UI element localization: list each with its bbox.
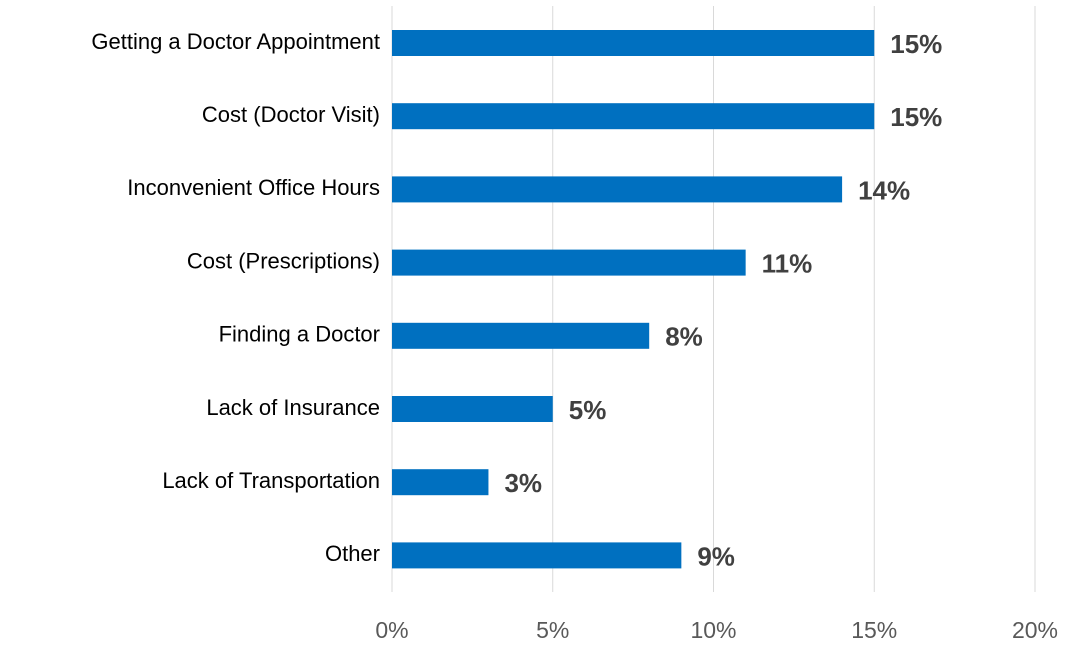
y-tick-label: Finding a Doctor xyxy=(219,322,380,347)
bar xyxy=(392,469,489,496)
y-tick-label: Other xyxy=(325,541,380,566)
bar xyxy=(392,322,650,349)
bar xyxy=(392,249,746,276)
y-tick-label: Lack of Insurance xyxy=(206,395,380,420)
value-label: 9% xyxy=(697,541,735,571)
value-label: 5% xyxy=(569,395,607,425)
bar xyxy=(392,542,682,569)
x-tick-label: 0% xyxy=(375,617,408,643)
y-tick-label: Inconvenient Office Hours xyxy=(127,175,380,200)
value-label: 8% xyxy=(665,322,703,352)
bar xyxy=(392,176,843,203)
bar xyxy=(392,396,553,422)
x-tick-label: 20% xyxy=(1012,617,1058,643)
x-tick-label: 5% xyxy=(536,617,569,643)
y-tick-label: Getting a Doctor Appointment xyxy=(91,29,380,54)
value-label: 3% xyxy=(504,468,542,498)
y-tick-label: Lack of Transportation xyxy=(162,468,380,493)
value-label: 11% xyxy=(762,248,813,278)
y-tick-label: Cost (Prescriptions) xyxy=(187,248,380,273)
bar xyxy=(392,103,875,130)
value-label: 15% xyxy=(890,29,942,59)
bar xyxy=(392,30,875,56)
y-tick-label: Cost (Doctor Visit) xyxy=(202,102,380,127)
value-label: 14% xyxy=(858,175,910,205)
value-label: 15% xyxy=(890,102,942,132)
x-tick-label: 15% xyxy=(851,617,897,643)
x-tick-label: 10% xyxy=(690,617,736,643)
